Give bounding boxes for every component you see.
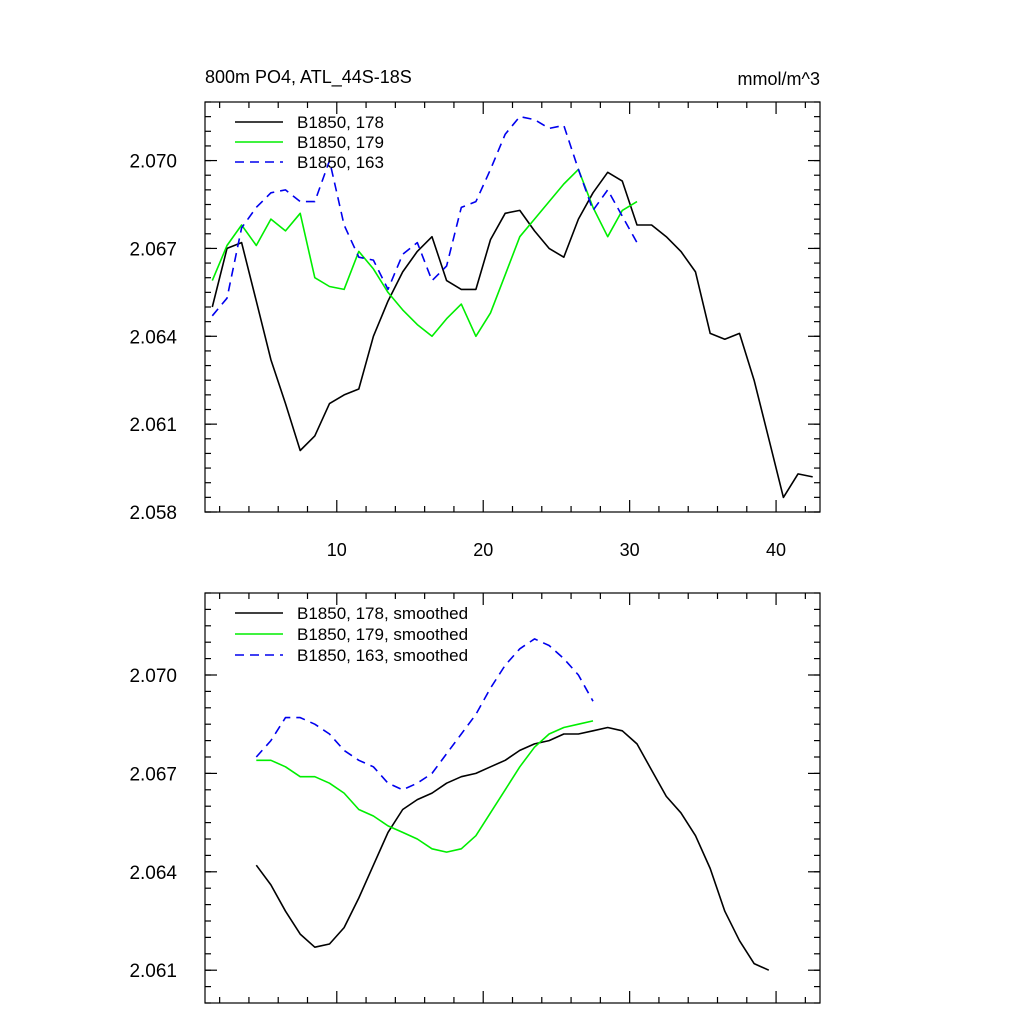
legend-label: B1850, 163, smoothed: [297, 646, 468, 665]
series-line: [211, 168, 638, 338]
top-panel: 800m PO4, ATL_44S-18S mmol/m^3 10 20 30 40 2…: [129, 67, 821, 560]
y-tick-label: 2.064: [129, 863, 177, 884]
x-tick-label: 10: [327, 540, 347, 560]
chart-title: 800m PO4, ATL_44S-18S: [205, 67, 412, 88]
series-line: [211, 171, 813, 499]
y-tick-label: 2.064: [129, 327, 177, 348]
y-tick-label: 2.067: [129, 764, 177, 785]
y-tick-label: 2.061: [129, 961, 177, 982]
legend-label: B1850, 178, smoothed: [297, 604, 468, 623]
x-tick-label: 40: [766, 540, 786, 560]
y-tick-label: 2.070: [129, 152, 177, 173]
x-tick-label: 30: [620, 540, 640, 560]
legend-label: B1850, 179: [297, 133, 384, 152]
legend-label: B1850, 179, smoothed: [297, 625, 468, 644]
legend-label: B1850, 178: [297, 113, 384, 132]
series-line: [211, 115, 638, 317]
series-line: [255, 638, 594, 791]
legend-label: B1850, 163: [297, 153, 384, 172]
y-tick-label: 2.061: [129, 415, 177, 436]
y-tick-label: 2.058: [129, 503, 177, 524]
series-line: [256, 720, 594, 853]
units-label: mmol/m^3: [738, 69, 820, 89]
x-tick-label: 20: [473, 540, 493, 560]
series-line: [255, 726, 770, 971]
y-tick-label: 2.067: [129, 239, 177, 260]
y-tick-label: 2.070: [129, 666, 177, 687]
bottom-panel: 2.061 2.064 2.067 2.070 B1850, 178, smoothed…: [129, 592, 821, 1004]
